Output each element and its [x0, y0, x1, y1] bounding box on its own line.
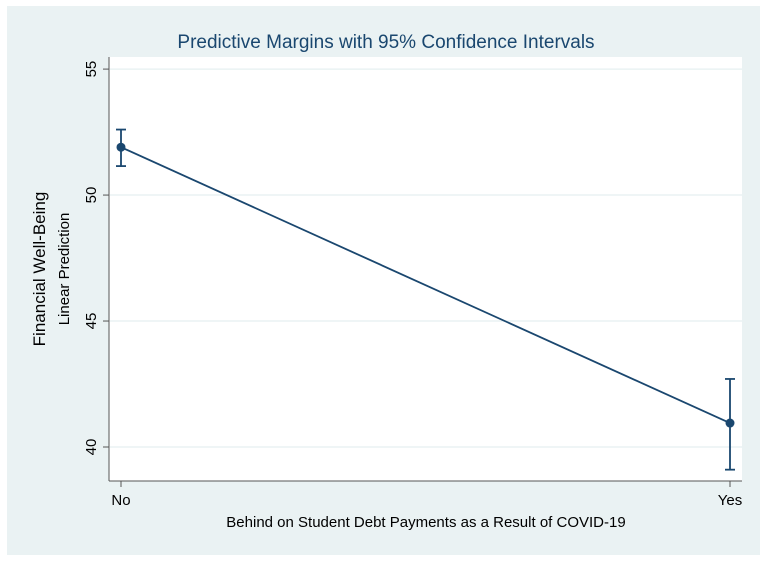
data-point [725, 418, 735, 428]
x-axis-label: Behind on Student Debt Payments as a Res… [226, 514, 625, 531]
y-axis-label-line1: Financial Well-Being [30, 192, 49, 347]
data-point [116, 142, 126, 152]
y-tick-label: 45 [83, 313, 100, 330]
y-axis-label-line2: Linear Prediction [56, 213, 73, 326]
chart-title: Predictive Margins with 95% Confidence I… [177, 32, 594, 53]
plot-area [109, 57, 742, 481]
x-tick-label: Yes [718, 492, 742, 509]
y-tick-label: 40 [83, 439, 100, 456]
y-tick-label: 55 [83, 61, 100, 78]
x-tick-label: No [111, 492, 130, 509]
y-tick-label: 50 [83, 187, 100, 204]
series-line [120, 146, 731, 424]
